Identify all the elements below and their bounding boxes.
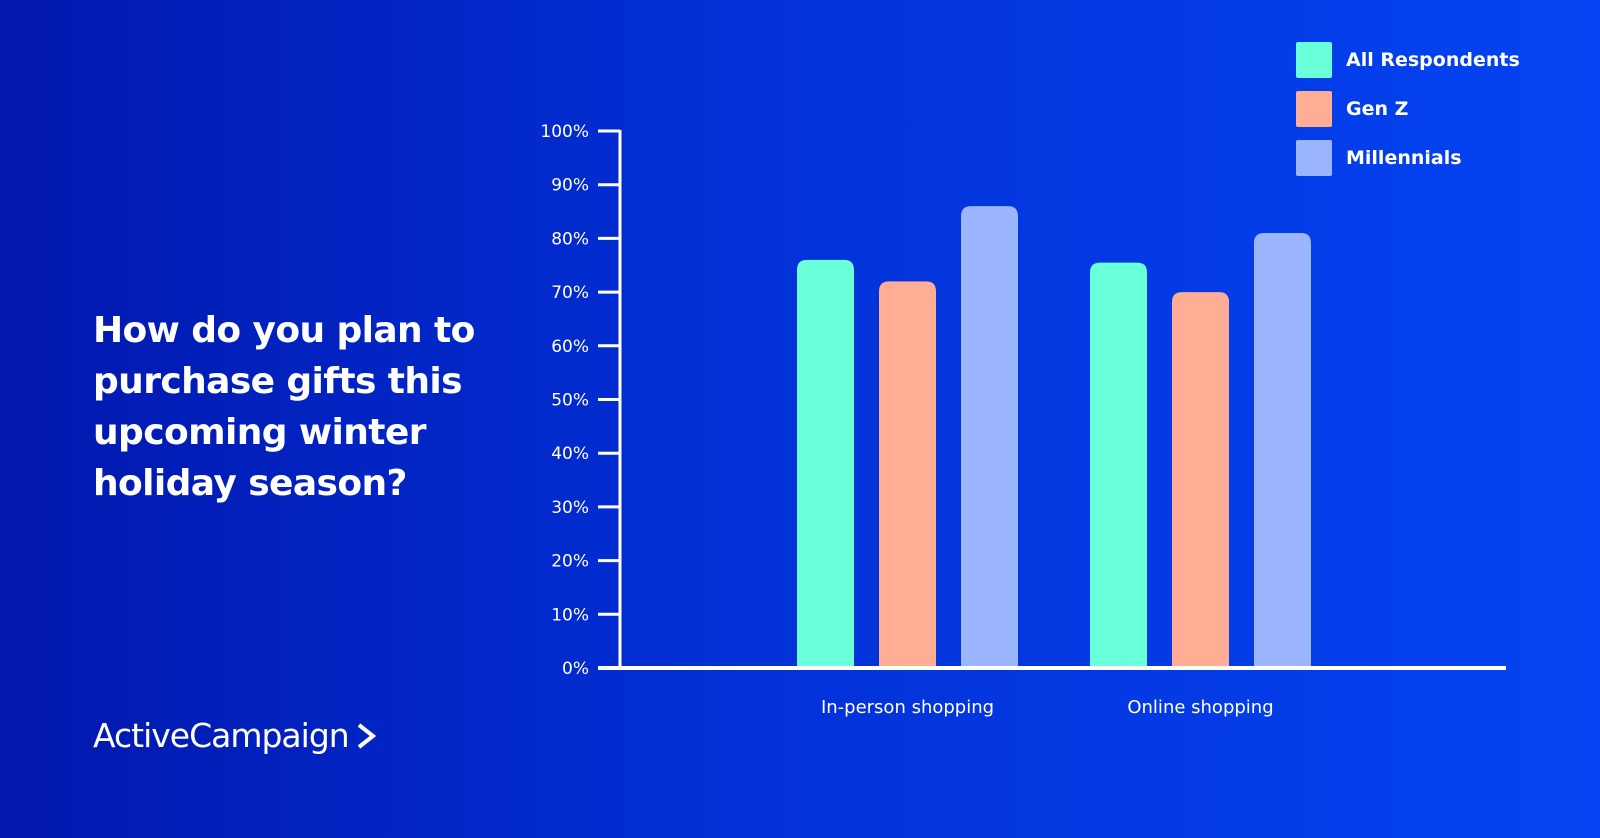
- legend-label-millennials: Millennials: [1346, 147, 1462, 169]
- chart-legend: All Respondents Gen Z Millennials: [1296, 42, 1520, 189]
- y-tick-label: 60%: [551, 337, 589, 357]
- y-tick-label: 30%: [551, 498, 589, 518]
- y-tick-label: 80%: [551, 229, 589, 249]
- legend-item-all-respondents: All Respondents: [1296, 42, 1520, 78]
- legend-label-gen-z: Gen Z: [1346, 98, 1409, 120]
- brand-name: ActiveCampaign: [93, 716, 350, 755]
- bar-millennials-0: [961, 206, 1018, 668]
- y-tick-label: 0%: [562, 659, 589, 679]
- y-tick-label: 10%: [551, 605, 589, 625]
- bar-millennials-1: [1254, 233, 1311, 668]
- y-tick-label: 20%: [551, 552, 589, 572]
- legend-label-all-respondents: All Respondents: [1346, 49, 1520, 71]
- legend-item-gen-z: Gen Z: [1296, 91, 1520, 127]
- bar-all-respondents-0: [797, 259, 854, 668]
- y-tick-label: 100%: [540, 122, 589, 142]
- x-category-label: Online shopping: [1127, 697, 1273, 718]
- bar-gen-z-1: [1172, 292, 1229, 668]
- bar-all-respondents-1: [1090, 262, 1147, 668]
- bar-gen-z-0: [879, 281, 936, 668]
- y-tick-label: 50%: [551, 391, 589, 411]
- y-tick-label: 70%: [551, 283, 589, 303]
- y-tick-label: 40%: [551, 444, 589, 464]
- y-tick-label: 90%: [551, 176, 589, 196]
- legend-item-millennials: Millennials: [1296, 140, 1520, 176]
- legend-swatch-millennials: [1296, 140, 1332, 176]
- brand-logo: ActiveCampaign: [93, 716, 377, 755]
- question-heading: How do you plan to purchase gifts this u…: [93, 310, 475, 504]
- legend-swatch-gen-z: [1296, 91, 1332, 127]
- chevron-right-icon: [357, 722, 376, 749]
- x-category-label: In-person shopping: [821, 697, 994, 718]
- legend-swatch-all-respondents: [1296, 42, 1332, 78]
